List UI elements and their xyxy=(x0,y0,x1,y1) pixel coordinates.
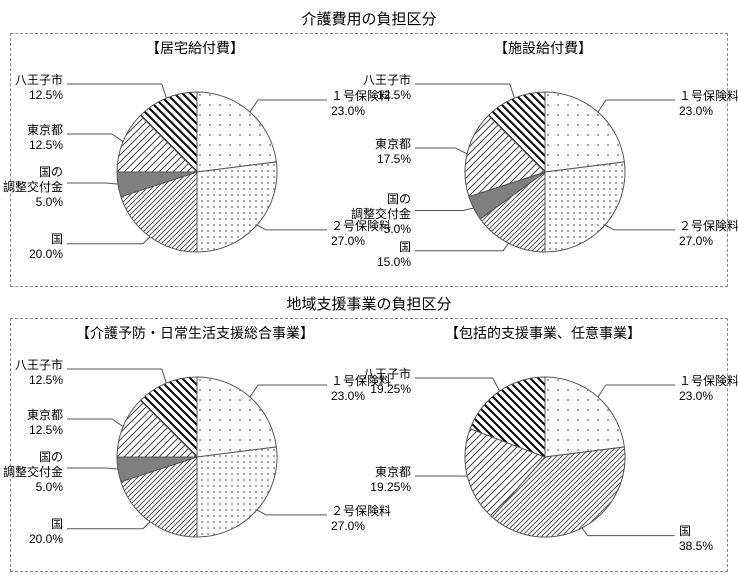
leader-c2-4 xyxy=(413,146,469,156)
chart-title-c1: 【居宅給付費】 xyxy=(146,38,244,58)
pie-svg-c4 xyxy=(463,375,627,539)
section-title-1: 介護費用の負担区分 xyxy=(10,8,728,29)
slice-label-c4-3: 八王子市19.25% xyxy=(363,367,411,397)
slice-label-c3-2: 国20.0% xyxy=(29,517,63,547)
slice-label-c3-4: 東京都12.5% xyxy=(27,408,63,438)
leader-c4-2 xyxy=(413,474,469,481)
pie-slice-c2-0 xyxy=(545,92,624,172)
slice-label-c2-0: １号保険料23.0% xyxy=(679,89,738,119)
slice-label-c1-5: 八王子市12.5% xyxy=(15,73,63,103)
section-title-2: 地域支援事業の負担区分 xyxy=(10,293,728,314)
section-2: 地域支援事業の負担区分 【介護予防・日常生活支援総合事業】 xyxy=(10,293,728,572)
slice-label-c1-4: 東京都12.5% xyxy=(27,123,63,153)
leader-c3-3 xyxy=(65,466,120,473)
slice-label-c2-1: ２号保険料27.0% xyxy=(679,219,738,249)
slice-label-c2-4: 東京都17.5% xyxy=(375,137,411,167)
chart-canvas-c2: １号保険料23.0% ２号保険料27.0% 国15.0% 国の調整交付金5.0%… xyxy=(373,60,713,280)
pie-slice-c2-1 xyxy=(545,162,625,252)
pie-svg-c2 xyxy=(463,90,627,254)
pie-svg-c1 xyxy=(115,90,279,254)
pie-slice-c1-0 xyxy=(197,92,276,172)
chart-canvas-c3: １号保険料23.0% ２号保険料27.0% 国20.0% 国の調整交付金5.0%… xyxy=(25,345,365,565)
chart-title-c3: 【介護予防・日常生活支援総合事業】 xyxy=(76,323,314,343)
slice-label-c2-5: 八王子市12.5% xyxy=(363,73,411,103)
panel-row-1: 【居宅給付費】 １号保険料23.0% xyxy=(10,33,728,287)
chart-canvas-c1: １号保険料23.0% ２号保険料27.0% 国20.0% 国の調整交付金5.0%… xyxy=(25,60,365,280)
chart-title-c2: 【施設給付費】 xyxy=(494,38,592,58)
slice-label-c4-2: 東京都19.25% xyxy=(370,465,411,495)
chart-c2: 【施設給付費】 １号保険料23.0% xyxy=(369,38,717,280)
slice-label-c3-3: 国の調整交付金5.0% xyxy=(3,450,63,495)
chart-canvas-c4: １号保険料23.0% 国38.5% 東京都19.25% 八王子市19.25% xyxy=(373,345,713,565)
slice-label-c3-5: 八王子市12.5% xyxy=(15,358,63,388)
chart-c4: 【包括的支援事業、任意事業】 １号保険料23.0 xyxy=(369,323,717,565)
pie-slice-c3-1 xyxy=(197,447,277,537)
pie-svg-c3 xyxy=(115,375,279,539)
slice-label-c2-2: 国15.0% xyxy=(377,240,411,270)
chart-title-c4: 【包括的支援事業、任意事業】 xyxy=(445,323,641,343)
chart-c1: 【居宅給付費】 １号保険料23.0% xyxy=(21,38,369,280)
slice-label-c4-1: 国38.5% xyxy=(679,524,713,554)
slice-label-c1-2: 国20.0% xyxy=(29,232,63,262)
slice-label-c2-3: 国の調整交付金5.0% xyxy=(351,192,411,237)
chart-c3: 【介護予防・日常生活支援総合事業】 １号保険料2 xyxy=(21,323,369,565)
pie-slice-c1-1 xyxy=(197,162,277,252)
pie-slice-c4-0 xyxy=(545,377,624,457)
slice-label-c1-3: 国の調整交付金5.0% xyxy=(3,165,63,210)
leader-c1-3 xyxy=(65,181,120,188)
pie-slice-c3-0 xyxy=(197,377,276,457)
section-1: 介護費用の負担区分 【居宅給付費】 xyxy=(10,8,728,287)
slice-label-c4-0: １号保険料23.0% xyxy=(679,374,738,404)
panel-row-2: 【介護予防・日常生活支援総合事業】 １号保険料2 xyxy=(10,318,728,572)
